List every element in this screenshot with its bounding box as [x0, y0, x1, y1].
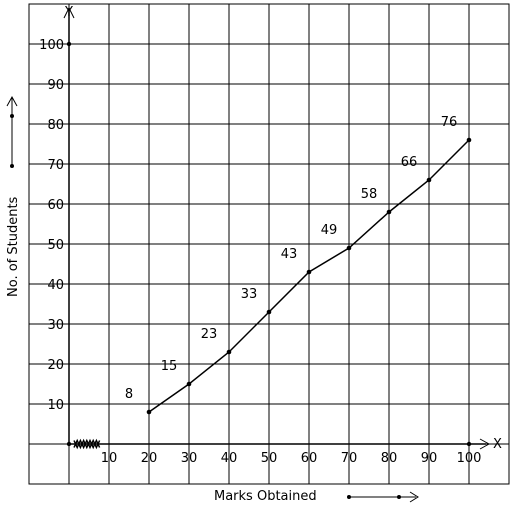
y-axis-arrowhead — [63, 6, 75, 19]
origin-dot — [66, 441, 72, 447]
data-label: 49 — [321, 223, 338, 238]
data-label: 8 — [125, 387, 133, 402]
data-point — [346, 245, 352, 251]
x-axis-end-dot — [466, 441, 472, 447]
data-label: 58 — [361, 187, 378, 202]
y-tick-label: 100 — [39, 38, 64, 53]
x-axis-arrow-indicator — [347, 491, 419, 503]
x-tick-label: 70 — [341, 451, 358, 466]
data-label: 23 — [201, 327, 218, 342]
grid — [28, 3, 510, 485]
data-point — [266, 309, 272, 315]
y-tick-label: 20 — [47, 358, 64, 373]
y-tick-label: 30 — [47, 318, 64, 333]
data-label: 43 — [281, 247, 298, 262]
y-tick-label: 70 — [47, 158, 64, 173]
y-tick-label: 40 — [47, 278, 64, 293]
data-point — [386, 209, 392, 215]
y-tick-label: 60 — [47, 198, 64, 213]
data-label: 66 — [401, 155, 418, 170]
x-tick-labels: 10 20 30 40 50 60 70 80 90 100 — [101, 451, 482, 466]
data-label: 15 — [161, 359, 178, 374]
y-tick-label: 10 — [47, 398, 64, 413]
axis-break-zigzag — [73, 438, 101, 450]
y-tick-labels: 10 20 30 40 50 60 70 80 90 100 — [39, 38, 69, 413]
y-tick-label: 90 — [47, 78, 64, 93]
y-tick-label: 50 — [47, 238, 64, 253]
x-axis-letter: X — [493, 437, 502, 452]
axis-break-zigzag — [73, 438, 101, 450]
x-tick-label: 60 — [301, 451, 318, 466]
x-tick-label: 80 — [381, 451, 398, 466]
x-tick-label: 40 — [221, 451, 238, 466]
data-point — [146, 409, 152, 415]
data-point — [226, 349, 232, 355]
data-label: 33 — [241, 287, 258, 302]
series-line — [146, 137, 472, 415]
data-point — [186, 381, 192, 387]
x-tick-label: 100 — [457, 451, 482, 466]
data-label: 76 — [441, 115, 458, 130]
x-tick-label: 30 — [181, 451, 198, 466]
x-axis-title: Marks Obtained — [214, 489, 317, 504]
data-point — [466, 137, 472, 143]
y-axis-arrow-indicator — [6, 95, 18, 168]
x-tick-label: 20 — [141, 451, 158, 466]
axes — [63, 6, 491, 450]
y-axis-title: No. of Students — [6, 196, 21, 297]
data-point — [306, 269, 312, 275]
y-tick-label: 80 — [47, 118, 64, 133]
x-tick-label: 90 — [421, 451, 438, 466]
data-point — [426, 177, 432, 183]
y-axis-letter: Y — [64, 5, 73, 20]
x-axis-arrowhead — [479, 438, 491, 450]
data-labels: 8 15 23 33 43 49 58 66 76 — [125, 115, 457, 402]
x-tick-label: 10 — [101, 451, 118, 466]
x-tick-label: 50 — [261, 451, 278, 466]
